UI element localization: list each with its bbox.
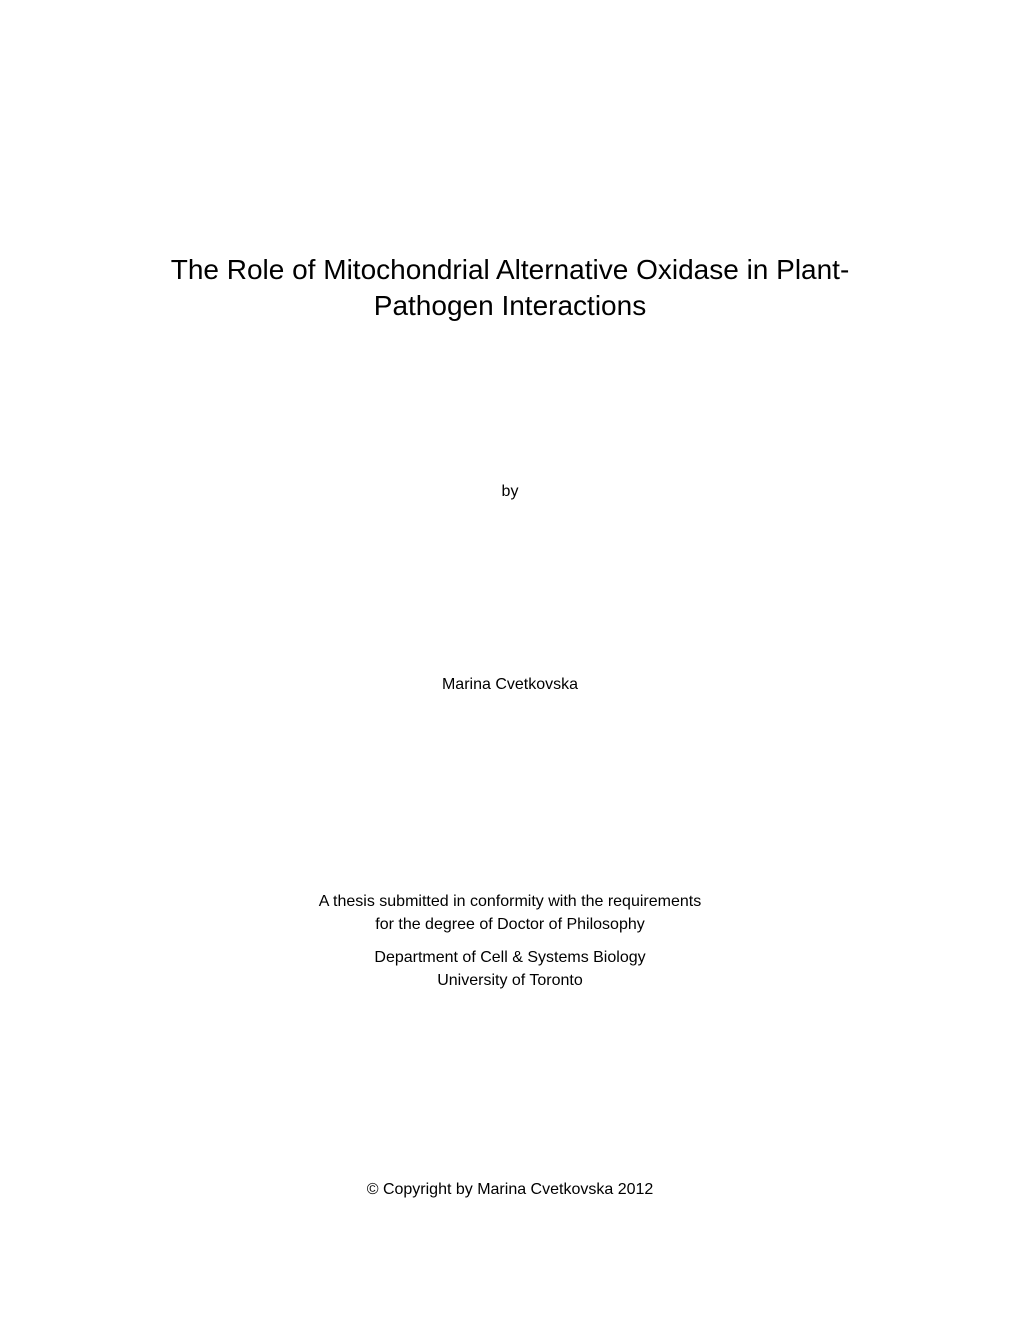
department-block: Department of Cell & Systems Biology Uni… <box>120 936 900 992</box>
thesis-title-line1: The Role of Mitochondrial Alternative Ox… <box>120 252 900 288</box>
by-block: by <box>120 325 900 501</box>
copyright-text: © Copyright by Marina Cvetkovska 2012 <box>120 1181 900 1199</box>
university: University of Toronto <box>120 969 900 992</box>
thesis-title-line2: Pathogen Interactions <box>120 288 900 324</box>
thesis-title-page: The Role of Mitochondrial Alternative Ox… <box>0 0 1020 1320</box>
author-block: Marina Cvetkovska <box>120 501 900 694</box>
author-name: Marina Cvetkovska <box>120 676 900 694</box>
title-block: The Role of Mitochondrial Alternative Ox… <box>120 0 900 325</box>
by-label: by <box>120 483 900 501</box>
department: Department of Cell & Systems Biology <box>120 946 900 969</box>
thesis-line1: A thesis submitted in conformity with th… <box>120 890 900 913</box>
thesis-line2: for the degree of Doctor of Philosophy <box>120 913 900 936</box>
copyright-block: © Copyright by Marina Cvetkovska 2012 <box>120 993 900 1199</box>
thesis-statement-block: A thesis submitted in conformity with th… <box>120 694 900 993</box>
